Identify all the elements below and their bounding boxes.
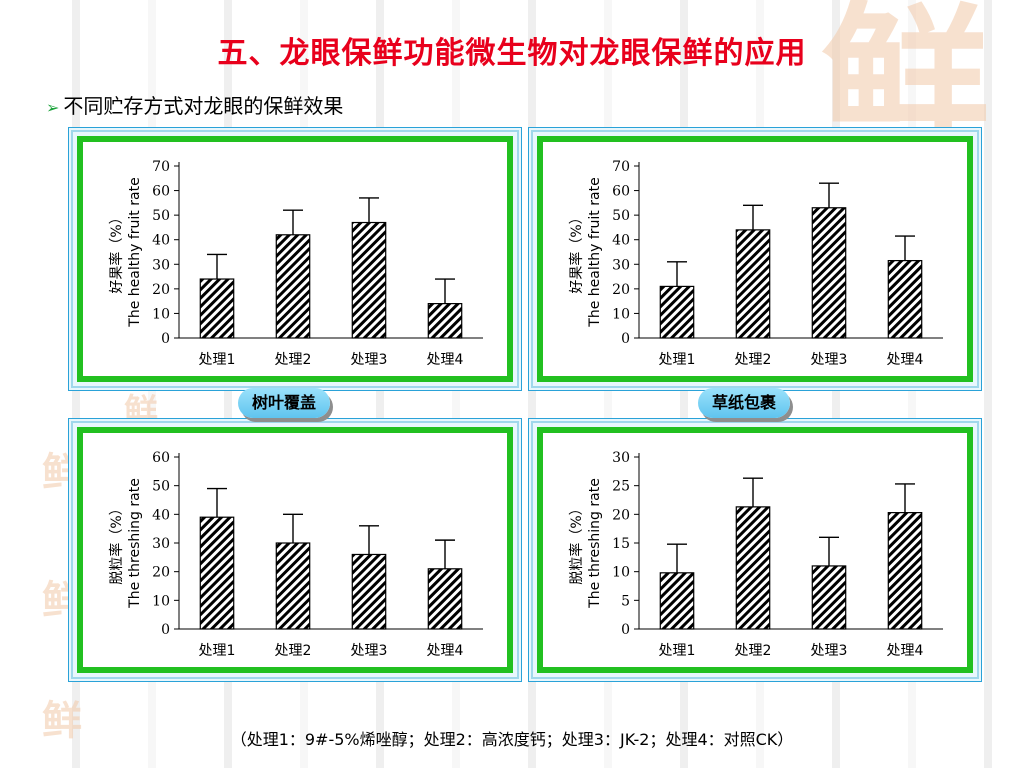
y-tick-label: 25 [612,479,630,495]
watermark-logo-small: 鲜 [42,697,82,744]
bar [735,506,771,630]
y-tick-label: 60 [152,450,170,466]
x-tick-label: 处理1 [199,643,236,659]
bar [275,542,311,630]
y-tick-label: 30 [152,257,170,273]
x-tick-label: 处理3 [351,643,388,659]
y-tick-label: 20 [612,507,630,523]
y-tick-label: 15 [612,536,630,552]
y-tick-label: 40 [152,507,170,523]
y-tick-label: 20 [152,282,170,298]
x-tick-label: 处理4 [887,643,924,659]
y-tick-label: 50 [612,208,630,224]
x-tick-label: 处理2 [275,352,312,368]
y-tick-label: 60 [612,184,630,200]
bar [887,512,923,630]
y-tick-label: 30 [152,536,170,552]
subtitle: ➢ 不同贮存方式对龙眼的保鲜效果 [46,90,343,119]
chart-healthy-paper: 0 10 20 30 40 50 60 70 好果率（%） The healthy fruit r… [568,159,943,368]
bar [199,278,235,339]
y-axis-label-english: The threshing rate [587,478,603,609]
bar [275,234,311,339]
x-tick-label: 处理3 [351,352,388,368]
footnote: （处理1：9#-5%烯唑醇；处理2：高浓度钙；处理3：JK-2；处理4：对照CK… [230,730,794,749]
x-tick-label: 处理1 [659,352,696,368]
y-tick-label: 20 [152,565,170,581]
y-tick-label: 10 [152,593,170,609]
chart-axes: 0 10 20 30 40 50 60 [152,450,483,638]
chart-panel-leaf-threshing: 0 10 20 30 40 50 60 脱粒率（%） The threshing rate 处理1… [68,418,522,682]
y-tick-label: 50 [152,479,170,495]
chart-axes: 0 10 20 30 40 50 60 70 [152,159,483,347]
y-tick-label: 10 [612,565,630,581]
y-tick-label: 70 [612,159,630,175]
bar [811,207,847,339]
y-tick-label: 10 [152,306,170,322]
chart-threshing-paper: 0 5 10 15 20 25 30 脱粒率（%） The threshing rate 处理1 处… [568,450,943,659]
subtitle-text: 不同贮存方式对龙眼的保鲜效果 [63,94,344,118]
chart-healthy-leaf: 0 10 20 30 40 50 60 70 好果率（%） The healthy fruit r… [108,159,483,368]
bar [199,516,235,630]
bar [351,221,387,339]
x-tick-label: 处理1 [199,352,236,368]
chart-threshing-leaf: 0 10 20 30 40 50 60 脱粒率（%） The threshing rate 处理1… [108,450,483,659]
y-tick-label: 0 [621,331,630,347]
x-tick-label: 处理1 [659,643,696,659]
x-tick-label: 处理3 [811,643,848,659]
y-tick-label: 0 [161,331,170,347]
x-tick-label: 处理4 [427,352,464,368]
y-tick-label: 30 [612,257,630,273]
x-tick-label: 处理2 [735,643,772,659]
y-tick-label: 10 [612,306,630,322]
bar [351,553,387,630]
y-tick-label: 20 [612,282,630,298]
y-tick-label: 60 [152,184,170,200]
y-axis-label-chinese: 好果率（%） [108,210,125,293]
chart-panel-paper-healthy: 0 10 20 30 40 50 60 70 好果率（%） The healthy fruit r… [528,127,982,391]
y-axis-label-chinese: 脱粒率（%） [568,501,585,584]
y-axis-label-english: The threshing rate [127,478,143,609]
bar [659,572,695,630]
y-tick-label: 70 [152,159,170,175]
chart-panel-paper-threshing: 0 5 10 15 20 25 30 脱粒率（%） The threshing rate 处理1 处… [528,418,982,682]
x-tick-label: 处理4 [427,643,464,659]
bar [659,285,695,339]
x-tick-label: 处理3 [811,352,848,368]
arrow-bullet-icon: ➢ [46,98,60,117]
x-tick-label: 处理2 [275,643,312,659]
y-tick-label: 30 [612,450,630,466]
y-tick-label: 40 [612,233,630,249]
bar [811,565,847,630]
bar [887,259,923,339]
tag-paper-wrap: 草纸包裹 [698,388,791,418]
bar [427,303,463,339]
y-tick-label: 50 [152,208,170,224]
y-axis-label-chinese: 好果率（%） [568,210,585,293]
y-axis-label-english: The healthy fruit rate [587,177,603,327]
x-tick-label: 处理4 [887,352,924,368]
bar [427,568,463,630]
y-tick-label: 5 [621,593,630,609]
y-axis-label-english: The healthy fruit rate [127,177,143,327]
y-tick-label: 40 [152,233,170,249]
tag-leaf-cover: 树叶覆盖 [238,388,331,418]
chart-panel-leaf-healthy: 0 10 20 30 40 50 60 70 好果率（%） The healthy fruit r… [68,127,522,391]
y-tick-label: 0 [161,622,170,638]
y-tick-label: 0 [621,622,630,638]
y-axis-label-chinese: 脱粒率（%） [108,501,125,584]
x-tick-label: 处理2 [735,352,772,368]
slide-title: 五、龙眼保鲜功能微生物对龙眼保鲜的应用 [217,36,807,71]
bar [735,229,771,339]
